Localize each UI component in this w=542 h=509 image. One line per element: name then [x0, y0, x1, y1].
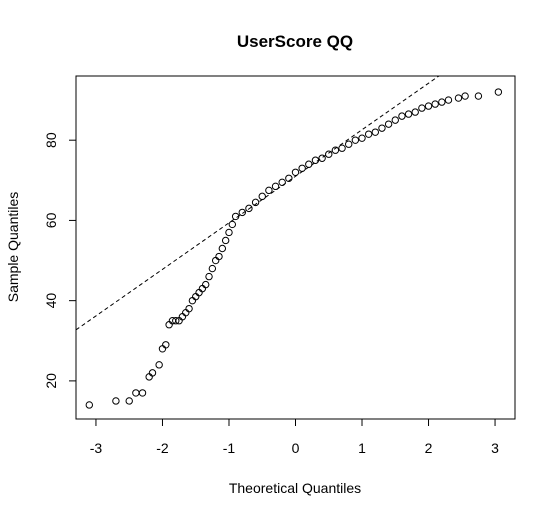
data-point — [291, 168, 300, 176]
x-tick-label: 3 — [491, 440, 499, 456]
data-point — [245, 204, 253, 213]
plot-frame — [75, 75, 516, 420]
data-point — [391, 116, 399, 124]
data-point — [202, 280, 210, 289]
data-point — [474, 92, 483, 100]
y-tick-label: 60 — [43, 212, 59, 228]
data-point — [411, 108, 419, 116]
data-point — [198, 284, 207, 293]
qq-reference-line — [76, 76, 440, 331]
data-point — [158, 345, 167, 353]
data-point — [85, 401, 94, 409]
data-point — [298, 164, 306, 172]
data-point — [112, 397, 120, 405]
x-tick-label: 0 — [292, 440, 300, 456]
data-point — [271, 182, 280, 191]
data-point — [165, 321, 173, 329]
x-tick-label: 2 — [425, 440, 433, 456]
x-tick-label: -1 — [223, 440, 236, 456]
data-point — [325, 150, 333, 158]
data-point — [192, 292, 200, 301]
data-point — [251, 198, 260, 207]
data-point — [438, 98, 446, 106]
data-point — [418, 104, 426, 112]
data-point — [178, 313, 187, 321]
data-point — [351, 136, 360, 144]
data-point — [205, 272, 213, 281]
data-point — [138, 389, 147, 397]
data-point — [404, 110, 413, 118]
data-point — [424, 102, 433, 110]
data-point — [182, 308, 190, 317]
y-axis-label: Sample Quantiles — [5, 192, 21, 303]
data-point — [145, 373, 153, 381]
data-point — [211, 256, 220, 265]
data-point — [305, 160, 313, 168]
data-point — [231, 212, 240, 221]
data-point — [225, 228, 233, 237]
data-point — [278, 178, 286, 187]
data-point — [338, 144, 346, 152]
data-point — [285, 174, 293, 182]
data-point — [258, 192, 266, 201]
data-point — [461, 92, 469, 100]
data-point — [188, 296, 197, 305]
data-point — [155, 361, 163, 369]
data-point — [228, 220, 237, 229]
data-point — [265, 186, 273, 195]
data-point — [454, 94, 463, 102]
x-tick-label: -3 — [90, 440, 103, 456]
data-point — [195, 288, 203, 297]
x-tick-label: -2 — [156, 440, 169, 456]
data-point — [185, 304, 193, 313]
data-point — [238, 208, 246, 217]
data-point — [311, 156, 320, 164]
data-point — [444, 96, 453, 104]
data-point — [494, 88, 503, 96]
data-point — [125, 397, 133, 405]
data-point — [398, 112, 406, 120]
data-point — [215, 252, 223, 261]
data-point — [378, 124, 386, 132]
data-point — [218, 244, 227, 253]
data-point — [148, 369, 157, 377]
data-point — [162, 341, 170, 349]
y-tick-label: 20 — [43, 373, 59, 389]
data-point — [331, 146, 340, 154]
chart-title: UserScore QQ — [237, 32, 353, 51]
x-tick-label: 1 — [358, 440, 366, 456]
y-tick-label: 80 — [43, 132, 59, 148]
data-point — [132, 389, 140, 397]
data-point — [318, 154, 326, 162]
x-axis-label: Theoretical Quantiles — [229, 480, 361, 496]
data-point — [345, 140, 353, 148]
data-point — [208, 264, 217, 273]
data-point — [364, 130, 373, 138]
data-point — [172, 317, 180, 325]
y-tick-label: 40 — [43, 293, 59, 309]
data-point — [221, 236, 230, 245]
data-point — [371, 128, 380, 136]
data-point — [358, 134, 366, 142]
data-point — [384, 120, 393, 128]
data-point — [431, 100, 439, 108]
